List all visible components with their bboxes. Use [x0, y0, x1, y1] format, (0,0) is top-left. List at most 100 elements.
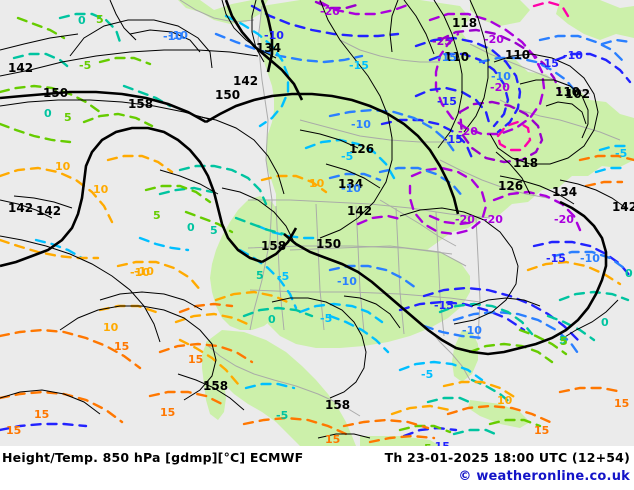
temperature-contour-label: 15 [34, 408, 50, 421]
height-contours-thick [0, 0, 608, 356]
temperature-contour-label: 0 [268, 313, 276, 326]
height-contour-label: 110 [444, 50, 470, 64]
temperature-contour-label: 5 [153, 209, 161, 222]
temperature-contour-label: 10 [103, 321, 119, 334]
valid-time: Th 23-01-2025 18:00 UTC (12+54) [384, 450, 630, 465]
height-contour-label: 142 [8, 61, 34, 75]
temperature-contour-label: 0 [78, 14, 86, 27]
temperature-contour-label: -10 [130, 266, 150, 279]
temperature-contour-label: 0 [601, 316, 609, 329]
temperature-contour-label: 5 [559, 334, 567, 347]
height-contour-label: 150 [43, 86, 69, 100]
height-contours [0, 0, 627, 439]
temperature-contour-label: -20 [484, 33, 504, 46]
height-contour-label: 142 [233, 74, 259, 88]
temperature-contour-label: -5 [79, 59, 92, 72]
map-canvas[interactable]: 142 150 158 150 134 142 126 134 142 118 110 110 102 1… [0, 0, 634, 446]
temp-contour-15 [0, 154, 634, 444]
temp-contour-m25 [314, 0, 562, 164]
height-contour-label: 110 [555, 85, 581, 99]
height-contour-label: 134 [338, 177, 364, 191]
temperature-contour-label: -15 [546, 252, 566, 265]
height-contour-label: 150 [316, 237, 342, 251]
temp-contour-m5 [34, 14, 630, 390]
temperature-contour-label: 15 [6, 424, 22, 437]
temperature-contour-label: -5 [320, 312, 333, 325]
temperature-contour-label: -15 [443, 133, 463, 146]
temperature-contour-label: -10 [563, 49, 583, 62]
temperature-contour-label: -15 [437, 51, 457, 64]
temperature-contour-label: 0 [44, 107, 52, 120]
temperature-contour-label: -15 [437, 95, 457, 108]
height-contours-thin [0, 0, 627, 439]
contour-map-svg [0, 0, 634, 446]
temperature-contour-label: -5 [276, 409, 289, 422]
temperature-contour-label: 10 [93, 183, 109, 196]
height-contour-label: 158 [203, 379, 229, 393]
height-contour-label: 126 [349, 142, 375, 156]
temperature-contour-label: 10 [309, 177, 325, 190]
temperature-contour-label: 5 [96, 13, 104, 26]
height-contour-label: 126 [498, 179, 524, 193]
temperature-contour-label: -20 [458, 125, 478, 138]
height-contour-label: 142 [612, 200, 634, 214]
temperature-contour-label: 10 [497, 394, 513, 407]
temperature-contour-label: -10 [580, 252, 600, 265]
footer-bar: Height/Temp. 850 hPa [gdmp][°C] ECMWF Th… [0, 446, 634, 490]
copyright-notice: © weatheronline.co.uk [458, 469, 630, 484]
temperature-contour-label: -10 [163, 30, 183, 43]
temperature-contour-label: 5 [64, 111, 72, 124]
temperature-contour-label: -15 [430, 441, 450, 446]
temperature-contour-label: 15 [114, 340, 130, 353]
temperature-contour-label: 0 [187, 221, 195, 234]
height-contour-label: 118 [452, 16, 478, 30]
temperature-contour-label: 0 [625, 267, 633, 280]
temperature-contour-label: 5 [256, 269, 264, 282]
temperature-contours [0, 0, 634, 444]
temp-contour-10 [0, 154, 622, 416]
height-contour-label: 158 [261, 239, 287, 253]
temperature-contour-label: -10 [264, 29, 284, 42]
temperature-contour-label: -10 [491, 70, 511, 83]
temperature-contour-label: -15 [539, 57, 559, 70]
temperature-contour-label: -10 [341, 182, 361, 195]
temperature-contour-label: -10 [462, 324, 482, 337]
product-title: Height/Temp. 850 hPa [gdmp][°C] ECMWF [2, 450, 304, 465]
temp-contour-m10 [214, 32, 632, 358]
temp-contour-5 [0, 16, 568, 434]
temp-contour-m30 [496, 0, 570, 152]
height-contour-label: 110 [505, 48, 531, 62]
temperature-contour-label: -25 [432, 35, 452, 48]
temperature-contour-label: -5 [615, 147, 628, 160]
temperature-contour-label: 15 [534, 424, 550, 437]
temp-contour-0 [12, 12, 630, 438]
temperature-contour-label: -5 [421, 368, 434, 381]
temperature-contour-label: -20 [455, 213, 475, 226]
temperature-contour-label: -20 [483, 213, 503, 226]
temperature-contour-label: 15 [325, 433, 341, 446]
height-contour-label: 142 [347, 204, 373, 218]
temperature-contour-label: -20 [490, 81, 510, 94]
temperature-contour-label: -15 [434, 299, 454, 312]
temperature-contour-label: 15 [160, 406, 176, 419]
temperature-contour-label: 5 [560, 335, 568, 348]
height-contour-label: 142 [8, 201, 34, 215]
temperature-contour-label: -20 [320, 5, 340, 18]
temperature-contour-label: -5 [277, 270, 290, 283]
height-contour-label: 158 [325, 398, 351, 412]
borders-layer [179, 0, 621, 417]
height-contour-label: 118 [513, 156, 539, 170]
temperature-contour-label: -5 [341, 150, 354, 163]
temperature-contour-label: -10 [168, 29, 188, 42]
temperature-contour-label: 5 [424, 443, 432, 446]
temp-contour-m20 [318, 0, 582, 236]
temperature-contour-label: -10 [351, 118, 371, 131]
temperature-contour-label: 5 [560, 334, 568, 347]
temperature-contour-label: 15 [188, 353, 204, 366]
temperature-contour-label: -15 [349, 59, 369, 72]
height-contour-label: 134 [256, 41, 282, 55]
height-contour-label: 134 [552, 185, 578, 199]
temperature-contour-label: 10 [55, 160, 71, 173]
temperature-contour-label: 5 [210, 224, 218, 237]
